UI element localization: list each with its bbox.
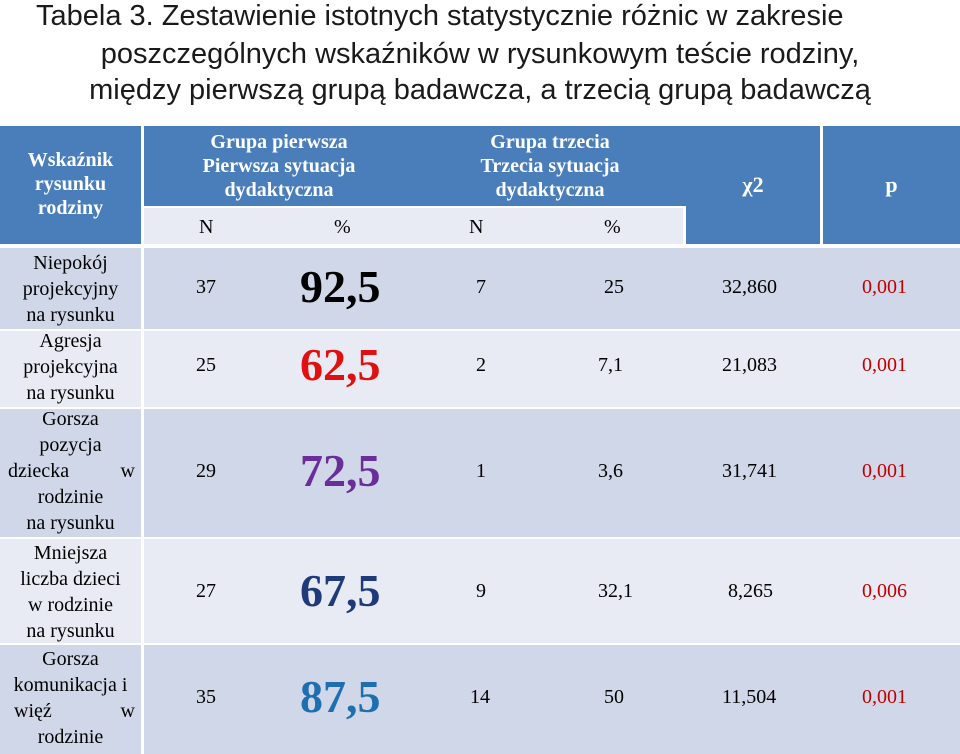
caption-line-3: między pierwszą grupą badawcza, a trzeci… (89, 74, 871, 106)
subheader-n3: N (469, 216, 484, 238)
table-row (0, 408, 960, 538)
row-label-line: projekcyjny (22, 278, 119, 300)
cell-chi: 32,860 (722, 276, 777, 298)
table-row (0, 248, 960, 330)
row-label-line: w rodzinie (28, 594, 113, 616)
table-caption: Tabela 3. Zestawienie istotnych statysty… (0, 0, 960, 120)
table-row (0, 538, 960, 644)
header-group-1: Grupa pierwsza Pierwsza sytuacja dydakty… (144, 126, 414, 206)
header-group-3-line: dydaktyczna (495, 179, 605, 201)
subheader-row: N % N % (144, 206, 686, 244)
cell-pct1: 92,5 (300, 261, 381, 312)
cell-pct3: 7,1 (598, 354, 623, 376)
row-label: Mniejsza liczba dzieci w rodzinie na rys… (0, 540, 141, 644)
row-label-line: rodzinie (37, 486, 104, 508)
cell-p: 0,001 (862, 276, 907, 298)
cell-n3: 9 (476, 580, 486, 602)
header-chi: χ2 (686, 126, 820, 244)
row-label-line: liczba dzieci (20, 568, 121, 590)
cell-pct3: 32,1 (598, 580, 633, 602)
cell-pct1: 72,5 (300, 445, 381, 496)
cell-p: 0,006 (862, 580, 907, 602)
row-label-line: dziecka w (8, 460, 135, 482)
cell-n3: 1 (476, 460, 486, 482)
header-group-3-line: Grupa trzecia (490, 131, 610, 153)
row-label-line: rodzinie (37, 726, 104, 748)
cell-pct3: 50 (604, 686, 624, 708)
cell-n1: 29 (196, 460, 216, 482)
row-label-line: Niepokój (33, 252, 108, 274)
header-p-label: p (885, 172, 898, 197)
row-label: Gorsza pozycja dziecka w rodzinie na rys… (0, 406, 141, 536)
row-label-line: na rysunku (26, 620, 115, 642)
header-group-1-line: Grupa pierwsza (210, 131, 348, 153)
cell-chi: 21,083 (722, 354, 777, 376)
table-row (0, 644, 960, 754)
header-p: p (823, 126, 960, 244)
cell-n3: 14 (470, 686, 490, 708)
cell-pct1: 67,5 (300, 565, 381, 616)
subheader-n1: N (199, 216, 214, 238)
cell-pct3: 3,6 (598, 460, 623, 482)
cell-n3: 7 (476, 276, 486, 298)
row-label-line: na rysunku (26, 382, 115, 404)
cell-pct1: 87,5 (300, 671, 381, 722)
cell-p: 0,001 (862, 686, 907, 708)
row-label-line: Agresja (39, 330, 102, 352)
header-indicator: Wskaźnik rysunku rodziny (0, 126, 141, 244)
cell-chi: 8,265 (728, 580, 773, 602)
subheader-pct1: % (334, 216, 351, 238)
cell-n3: 2 (476, 354, 486, 376)
header-indicator-line: rodziny (37, 197, 104, 219)
caption-line-2: poszczególnych wskaźników w rysunkowym t… (100, 38, 860, 70)
cell-n1: 35 (196, 686, 216, 708)
row-label-line: pozycja (39, 434, 102, 456)
row-label-line: projekcyjna (23, 356, 118, 378)
cell-n1: 25 (196, 354, 216, 376)
header-group-3-line: Trzecia sytuacja (480, 155, 620, 177)
header-group-1-line: dydaktyczna (224, 179, 334, 201)
cell-n1: 27 (196, 580, 216, 602)
row-label: Gorsza komunikacja i więź w rodzinie (0, 646, 141, 750)
row-label-line: Gorsza (42, 408, 99, 430)
row-label-line: Mniejsza (33, 542, 108, 564)
cell-chi: 31,741 (722, 460, 777, 482)
header-group-1-line: Pierwsza sytuacja (202, 155, 356, 177)
header-indicator-line: Wskaźnik (27, 149, 114, 171)
subheader-pct3: % (604, 216, 621, 238)
cell-p: 0,001 (862, 460, 907, 482)
header-indicator-line: rysunku (34, 173, 107, 195)
caption-line-1: Tabela 3. Zestawienie istotnych statysty… (36, 0, 844, 32)
header-chi-label: χ2 (742, 172, 764, 197)
row-label-line: komunikacja i (13, 674, 128, 696)
header-group-3: Grupa trzecia Trzecia sytuacja dydaktycz… (414, 126, 686, 206)
cell-pct3: 25 (604, 276, 624, 298)
cell-p: 0,001 (862, 354, 907, 376)
cell-chi: 11,504 (722, 686, 777, 708)
row-label: Niepokój projekcyjny na rysunku (0, 250, 141, 328)
row-label-line: więź w (14, 700, 135, 722)
row-label-line: na rysunku (26, 304, 115, 326)
row-label: Agresja projekcyjna na rysunku (0, 328, 141, 406)
row-label-line: na rysunku (26, 512, 115, 534)
row-label-line: Gorsza (42, 648, 99, 670)
table-row (0, 330, 960, 408)
cell-pct1: 62,5 (300, 339, 381, 390)
cell-n1: 37 (196, 276, 216, 298)
